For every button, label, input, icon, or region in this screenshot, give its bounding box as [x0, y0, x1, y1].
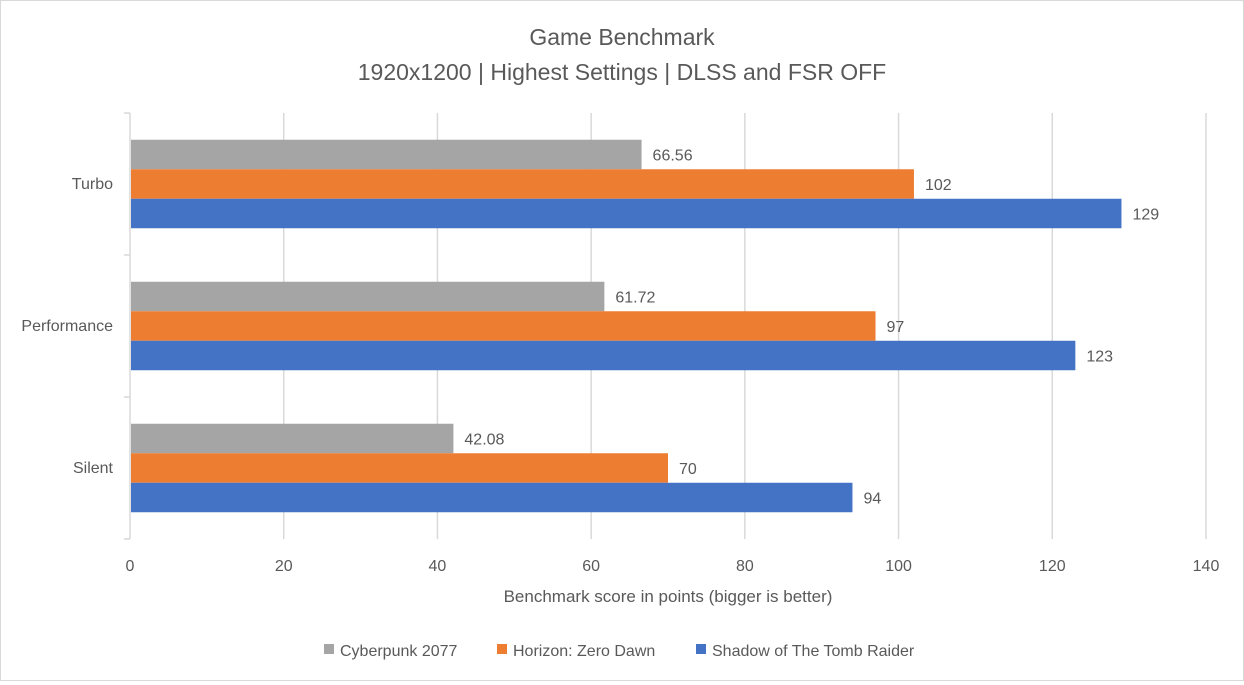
data-label: 94	[863, 491, 881, 508]
data-label: 66.56	[653, 148, 693, 165]
x-tick-label: 60	[582, 558, 600, 575]
chart-title: Game Benchmark	[529, 24, 715, 50]
bar	[131, 281, 605, 312]
x-tick-label: 20	[275, 558, 293, 575]
bar	[131, 198, 1122, 229]
chart-subtitle: 1920x1200 | Highest Settings | DLSS and …	[358, 59, 886, 85]
bar	[131, 423, 454, 454]
bars	[131, 139, 1122, 513]
bar	[131, 169, 914, 199]
legend: Cyberpunk 2077 Horizon: Zero Dawn Shadow o…	[324, 643, 915, 660]
data-labels: 66.56 102 129 61.72 97 123 42.08 70 94	[464, 148, 1159, 508]
bar	[131, 139, 642, 170]
bar	[131, 453, 668, 483]
bar	[131, 311, 876, 341]
legend-label: Horizon: Zero Dawn	[513, 643, 655, 660]
y-category-label: Turbo	[72, 176, 113, 193]
data-label: 70	[679, 461, 697, 478]
y-category-label: Silent	[73, 460, 114, 477]
data-label: 123	[1086, 349, 1113, 366]
legend-label: Shadow of The Tomb Raider	[712, 643, 915, 660]
data-label: 97	[887, 319, 905, 336]
axes: 0 20 40 60 80 100 120 140 Turbo Performance Silent	[21, 112, 1220, 575]
data-label: 129	[1132, 207, 1159, 224]
x-tick-label: 140	[1193, 558, 1220, 575]
x-tick-label: 0	[126, 558, 135, 575]
legend-swatch	[696, 644, 706, 654]
x-tick-label: 40	[429, 558, 447, 575]
data-label: 102	[925, 177, 952, 194]
data-label: 61.72	[615, 290, 655, 307]
x-tick-label: 80	[736, 558, 754, 575]
legend-label: Cyberpunk 2077	[340, 643, 458, 660]
y-category-label: Performance	[21, 318, 113, 335]
legend-swatch	[497, 644, 507, 654]
x-tick-label: 100	[885, 558, 912, 575]
legend-swatch	[324, 644, 334, 654]
x-tick-label: 120	[1039, 558, 1066, 575]
bar	[131, 482, 853, 513]
data-label: 42.08	[464, 432, 504, 449]
bar	[131, 340, 1076, 371]
x-axis-title: Benchmark score in points (bigger is bet…	[504, 587, 833, 606]
